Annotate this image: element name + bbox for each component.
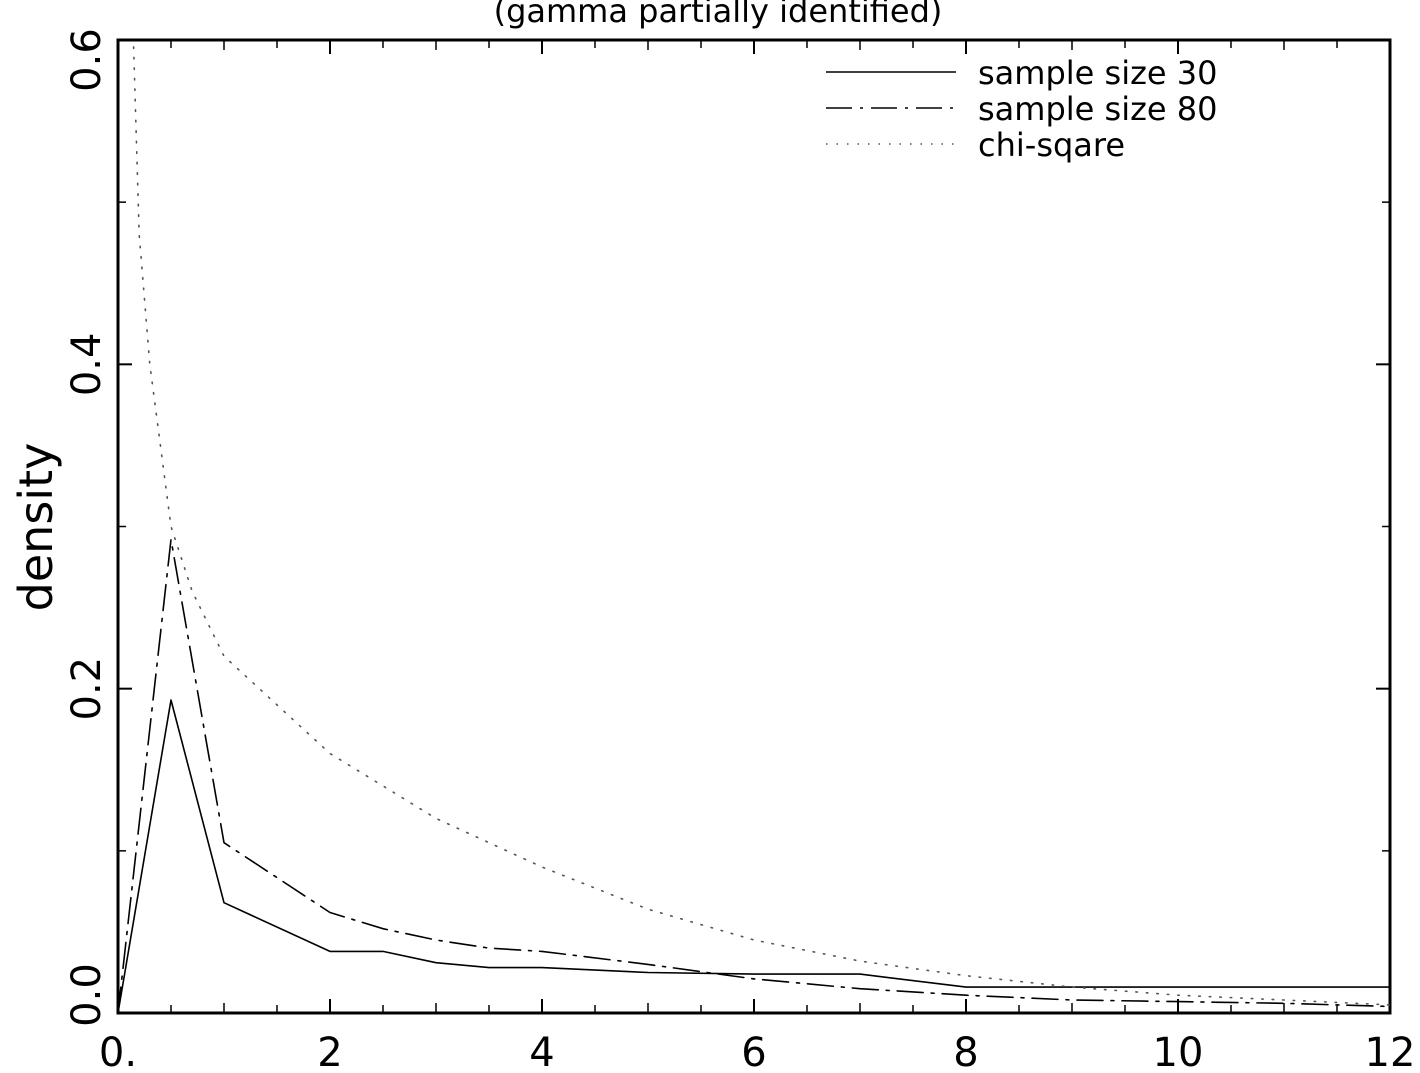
x-tick-label: 4 [529,1030,554,1073]
y-tick-label: 0.4 [64,333,110,397]
x-tick-label: 12 [1365,1030,1416,1073]
y-axis-label: density [9,443,63,612]
x-tick-label: 8 [953,1030,978,1073]
legend-label-1: sample size 80 [978,90,1217,128]
legend-label-2: chi-sqare [978,126,1125,164]
y-ticks: 0.0 0.2 0.4 0.6 [64,28,1390,1027]
x-tick-label: 2 [317,1030,342,1073]
plot-frame [116,38,1392,1015]
x-ticks: 0. 2 4 6 8 10 12 [99,40,1416,1073]
series-line-2 [132,40,1390,1006]
chart-title: (gamma partially identified) [494,0,943,30]
y-tick-label: 0.6 [64,28,110,92]
x-tick-label: 6 [741,1030,766,1073]
y-tick-label: 0.0 [64,963,110,1027]
legend-label-0: sample size 30 [978,54,1217,92]
x-tick-label: 0. [99,1030,137,1073]
series-line-1 [118,538,1390,1013]
x-tick-label: 10 [1153,1030,1204,1073]
series-group [118,40,1390,1013]
y-tick-label: 0.2 [64,657,110,721]
series-line-0 [118,699,1390,1013]
